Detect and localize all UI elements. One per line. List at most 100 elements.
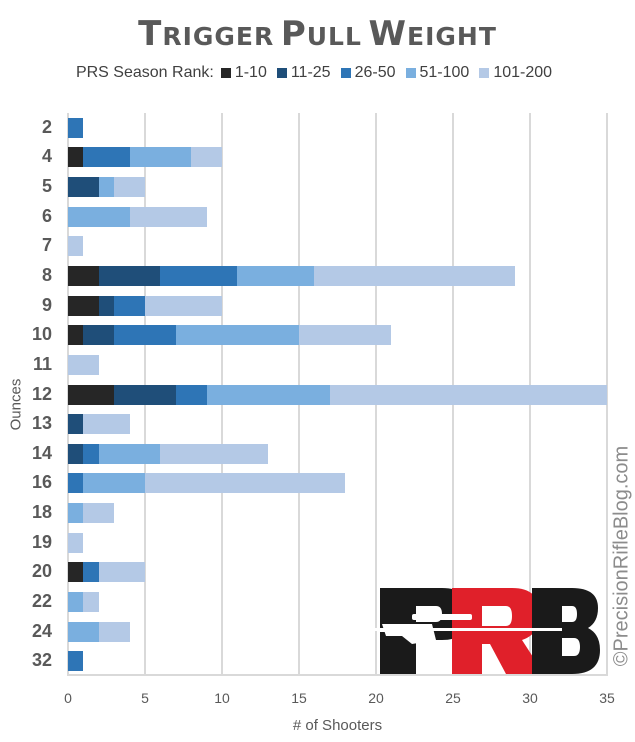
gridline — [606, 113, 608, 676]
bar-segment — [237, 265, 315, 286]
bar-row — [68, 562, 145, 583]
x-axis-line — [68, 674, 607, 676]
y-tick-label: 10 — [31, 324, 52, 345]
legend: PRS Season Rank: 1-10 11-25 26-50 51-100 101… — [0, 64, 635, 82]
bar-segment — [68, 295, 99, 316]
y-tick-label: 9 — [41, 294, 52, 315]
x-tick-label: 5 — [141, 690, 149, 706]
y-tick-label: 19 — [31, 531, 52, 552]
y-tick-label: 16 — [31, 472, 52, 493]
y-axis-tick-labels: 2 4 5 6 7 8 9 10 11 12 13 14 16 18 19 20 22 24 32 — [0, 113, 60, 676]
legend-swatch — [340, 68, 351, 78]
bar-row — [68, 591, 99, 612]
bar-row — [68, 651, 84, 672]
bar-segment — [144, 473, 346, 494]
y-tick-label: 6 — [41, 205, 52, 226]
bar-segment — [68, 147, 84, 168]
bar-segment — [68, 651, 84, 672]
bar-segment — [83, 503, 115, 524]
legend-swatch — [479, 68, 490, 78]
bar-segment — [98, 621, 130, 642]
bar-segment — [314, 265, 515, 286]
bar-segment — [114, 295, 145, 316]
bar-segment — [68, 503, 84, 524]
bar-row — [68, 473, 346, 494]
bar-segment — [175, 325, 299, 346]
legend-swatch — [276, 68, 287, 78]
bar-segment — [68, 354, 99, 375]
bar-segment — [83, 443, 99, 464]
bar-segment — [114, 325, 176, 346]
legend-item: 101-200 — [479, 64, 552, 82]
bar-segment — [114, 384, 176, 405]
bar-segment — [68, 177, 99, 198]
y-tick-label: 20 — [31, 561, 52, 582]
y-tick-label: 22 — [31, 590, 52, 611]
legend-item: 11-25 — [276, 64, 331, 82]
logo-letter-b — [532, 588, 600, 674]
legend-label: 101-200 — [493, 64, 553, 81]
bar-row — [68, 354, 99, 375]
bar-segment — [68, 562, 84, 583]
bar-row — [68, 295, 222, 316]
bar-segment — [83, 325, 115, 346]
legend-swatch — [405, 68, 416, 78]
bar-segment — [98, 177, 115, 198]
plot-area — [67, 113, 608, 676]
bar-row — [68, 414, 130, 435]
bar-row — [68, 236, 84, 257]
bar-segment — [68, 236, 84, 257]
bar-segment — [98, 562, 145, 583]
y-tick-label: 18 — [31, 502, 52, 523]
bar-segment — [83, 562, 99, 583]
y-tick-label: 13 — [31, 413, 52, 434]
bar-segment — [129, 206, 207, 227]
bar-segment — [83, 414, 130, 435]
y-tick-label: 8 — [41, 264, 52, 285]
y-tick-label: 5 — [41, 176, 52, 197]
bar-segment — [160, 265, 238, 286]
bar-segment — [68, 414, 84, 435]
legend-swatch — [220, 68, 231, 78]
legend-item: 51-100 — [405, 64, 470, 82]
bar-segment — [98, 265, 161, 286]
bar-row — [68, 117, 84, 138]
bar-segment — [129, 147, 192, 168]
x-tick-label: 0 — [64, 690, 72, 706]
bar-segment — [68, 532, 84, 553]
bar-segment — [68, 591, 84, 612]
bar-segment — [191, 147, 222, 168]
bar-segment — [114, 177, 145, 198]
chart-title: TRIGGER PULL WEIGHT — [138, 14, 497, 54]
y-tick-label: 32 — [31, 650, 52, 671]
legend-label: 51-100 — [419, 64, 470, 81]
bar-row — [68, 206, 207, 227]
x-tick-label: 35 — [599, 690, 615, 706]
bar-row — [68, 325, 392, 346]
bar-segment — [68, 621, 99, 642]
bar-row — [68, 147, 222, 168]
bar-segment — [68, 265, 99, 286]
bar-segment — [83, 473, 145, 494]
bar-segment — [83, 147, 130, 168]
y-tick-label: 4 — [41, 146, 52, 167]
x-axis-title: # of Shooters — [292, 717, 383, 734]
rifle-icon — [372, 608, 562, 644]
legend-title: PRS Season Rank: — [75, 64, 214, 81]
y-tick-label: 14 — [31, 442, 52, 463]
bar-segment — [175, 384, 207, 405]
prb-logo — [372, 588, 600, 674]
bar-segment — [68, 325, 84, 346]
bar-segment — [68, 206, 130, 227]
y-tick-label: 7 — [41, 235, 52, 256]
bar-segment — [298, 325, 392, 346]
y-tick-label: 2 — [41, 116, 52, 137]
legend-item: 1-10 — [220, 64, 267, 82]
y-tick-label: 11 — [32, 353, 52, 374]
bar-row — [68, 265, 515, 286]
x-tick-label: 15 — [291, 690, 307, 706]
y-axis-title: Ounces — [7, 378, 25, 431]
bar-row — [68, 443, 269, 464]
y-tick-label: 12 — [31, 383, 52, 404]
x-tick-label: 10 — [214, 690, 230, 706]
